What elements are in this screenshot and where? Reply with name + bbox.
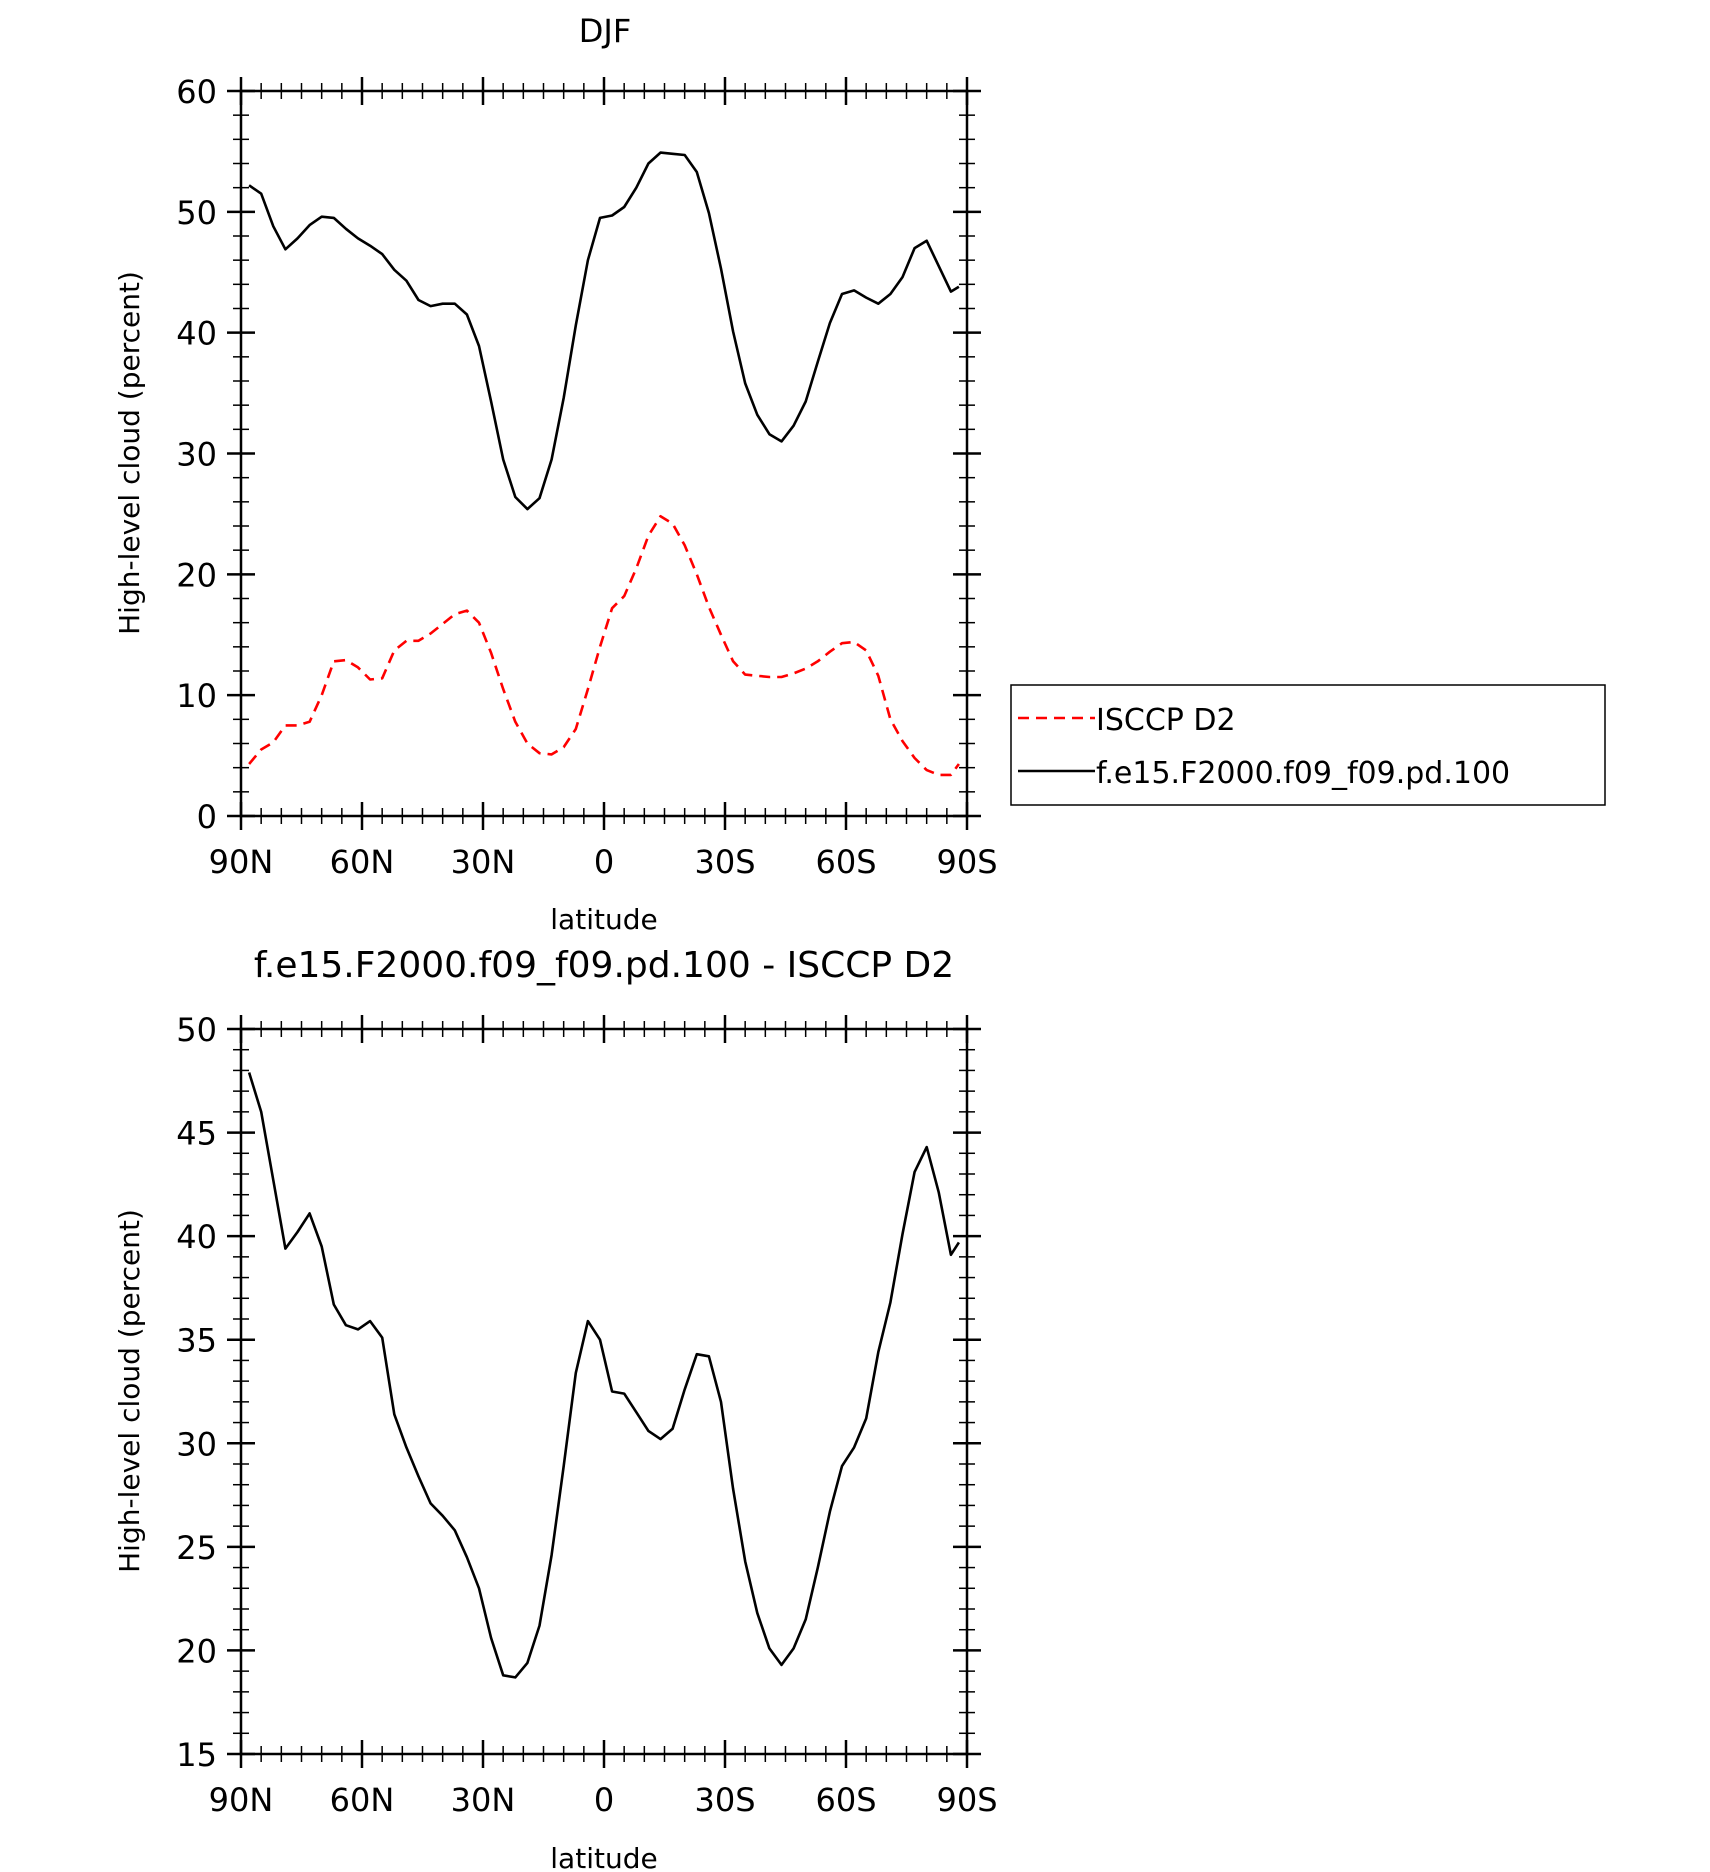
y-tick-label: 60 [176, 73, 217, 111]
x-tick-label: 90S [936, 843, 997, 881]
top-series-lines [248, 151, 960, 777]
y-tick-label: 30 [176, 1425, 217, 1463]
y-tick-label: 50 [176, 1011, 217, 1049]
x-tick-label: 30S [694, 1781, 755, 1819]
x-tick-label: 30N [451, 1781, 516, 1819]
bottom-series-lines [247, 1072, 960, 1679]
x-tick-label: 60N [330, 1781, 395, 1819]
y-tick-label: 15 [176, 1736, 217, 1774]
isccp-d2-line [248, 514, 960, 777]
top-x-axis-label: latitude [550, 903, 657, 936]
legend-box [1010, 684, 1606, 806]
y-tick-label: 35 [176, 1322, 217, 1360]
bottom-y-tick-labels: 15 20 25 30 35 40 45 50 [176, 1011, 217, 1774]
x-tick-label: 90N [209, 843, 274, 881]
bottom-axis-ticks [227, 1015, 981, 1768]
x-tick-label: 90S [936, 1781, 997, 1819]
model-line [248, 151, 960, 511]
top-x-tick-labels: 90N 60N 30N 0 30S 60S 90S [209, 843, 998, 881]
x-tick-label: 0 [594, 1781, 614, 1819]
x-tick-label: 30S [694, 843, 755, 881]
y-tick-label: 45 [176, 1115, 217, 1153]
top-y-tick-labels: 0 10 20 30 40 50 60 [176, 73, 217, 836]
bottom-chart-title: f.e15.F2000.f09_f09.pd.100 - ISCCP D2 [254, 945, 954, 986]
top-chart-title: DJF [579, 12, 631, 50]
bottom-y-axis-label: High-level cloud (percent) [113, 1209, 146, 1573]
difference-line [247, 1072, 960, 1679]
top-y-axis-label: High-level cloud (percent) [113, 271, 146, 635]
y-tick-label: 40 [176, 315, 217, 353]
bottom-x-tick-labels: 90N 60N 30N 0 30S 60S 90S [209, 1781, 998, 1819]
legend: ISCCP D2 f.e15.F2000.f09_f09.pd.100 [1010, 684, 1606, 806]
y-tick-label: 20 [176, 1632, 217, 1670]
bottom-plot-frame [239, 1027, 969, 1756]
bottom-x-axis-label: latitude [550, 1842, 657, 1872]
legend-label-isccp: ISCCP D2 [1096, 703, 1236, 738]
legend-label-model: f.e15.F2000.f09_f09.pd.100 [1096, 756, 1510, 791]
y-tick-label: 50 [176, 194, 217, 232]
top-plot-frame [239, 89, 969, 818]
x-tick-label: 60N [330, 843, 395, 881]
x-tick-label: 60S [815, 1781, 876, 1819]
y-tick-label: 0 [197, 798, 217, 836]
y-tick-label: 30 [176, 436, 217, 474]
y-tick-label: 40 [176, 1218, 217, 1256]
x-tick-label: 90N [209, 1781, 274, 1819]
top-panel: DJF 0 10 20 30 40 50 60 90N 60N 30N 0 30S 60S 90S la… [113, 12, 1606, 936]
y-tick-label: 10 [176, 677, 217, 715]
bottom-panel: f.e15.F2000.f09_f09.pd.100 - ISCCP D2 15… [113, 945, 998, 1872]
x-tick-label: 0 [594, 843, 614, 881]
x-tick-label: 60S [815, 843, 876, 881]
top-axis-ticks [227, 77, 981, 830]
y-tick-label: 25 [176, 1529, 217, 1567]
y-tick-label: 20 [176, 556, 217, 594]
x-tick-label: 30N [451, 843, 516, 881]
